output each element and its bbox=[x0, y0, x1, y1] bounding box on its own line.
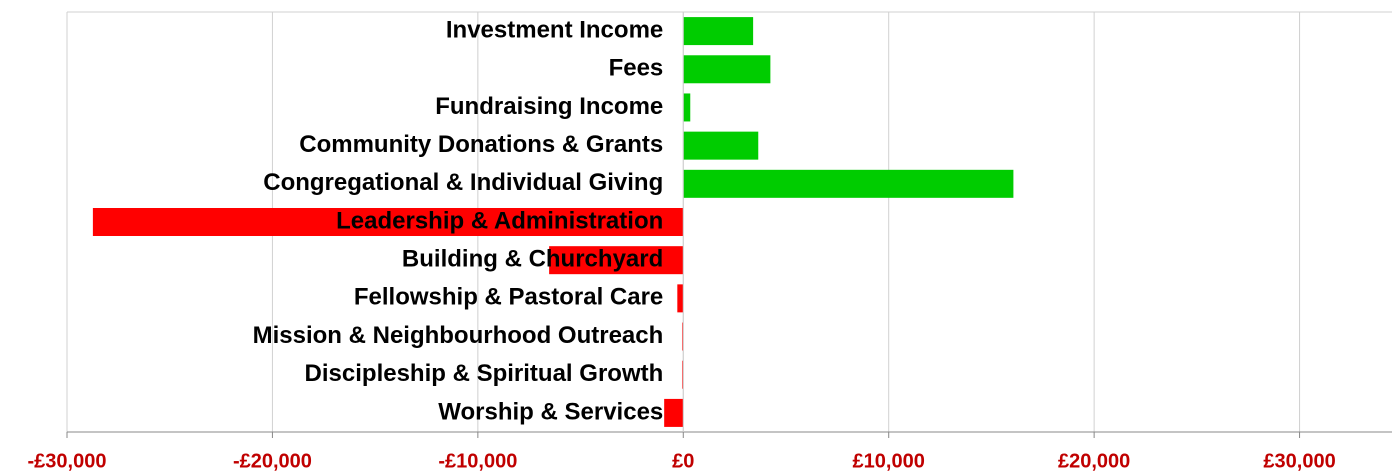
category-label: Community Donations & Grants bbox=[299, 131, 663, 158]
bar bbox=[549, 246, 684, 275]
bar bbox=[682, 360, 684, 389]
bar bbox=[683, 169, 1014, 198]
category-label: Worship & Services bbox=[438, 398, 663, 425]
bar bbox=[664, 398, 684, 427]
category-label: Leadership & Administration bbox=[336, 207, 663, 234]
x-tick-label: £30,000 bbox=[1263, 450, 1335, 472]
bar bbox=[683, 93, 691, 122]
category-label: Fees bbox=[609, 55, 664, 82]
category-label: Fellowship & Pastoral Care bbox=[354, 284, 663, 311]
x-tick-label: -£20,000 bbox=[233, 450, 312, 472]
category-label: Discipleship & Spiritual Growth bbox=[305, 360, 664, 387]
bar bbox=[677, 284, 684, 313]
bar bbox=[683, 17, 754, 46]
bar bbox=[683, 131, 759, 160]
bar bbox=[683, 55, 771, 84]
category-label: Mission & Neighbourhood Outreach bbox=[253, 322, 664, 349]
category-label: Building & Churchyard bbox=[402, 246, 663, 273]
x-tick-label: £20,000 bbox=[1058, 450, 1130, 472]
x-tick-label: -£10,000 bbox=[438, 450, 517, 472]
x-tick-label: £0 bbox=[672, 450, 694, 472]
category-label: Congregational & Individual Giving bbox=[263, 169, 663, 196]
category-label: Fundraising Income bbox=[435, 93, 663, 120]
x-tick-label: £10,000 bbox=[853, 450, 925, 472]
category-label: Investment Income bbox=[446, 16, 663, 43]
x-tick-label: -£30,000 bbox=[28, 450, 107, 472]
bar bbox=[92, 208, 684, 236]
bar bbox=[682, 322, 684, 351]
